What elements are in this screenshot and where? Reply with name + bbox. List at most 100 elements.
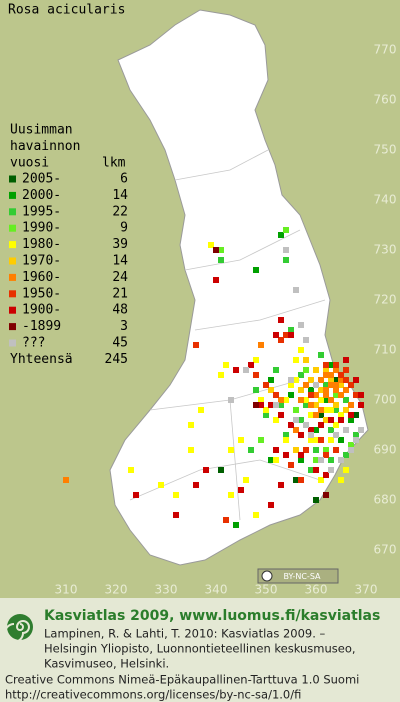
observation-square	[253, 402, 259, 408]
observation-square	[233, 522, 239, 528]
citation: Lampinen, R. & Lahti, T. 2010: Kasviatla…	[44, 627, 326, 641]
observation-square	[243, 367, 249, 373]
observation-square	[338, 372, 344, 378]
observation-square	[328, 427, 334, 433]
observation-square	[318, 477, 324, 483]
cc-icon	[261, 570, 273, 582]
observation-square	[338, 412, 344, 418]
observation-square	[323, 362, 329, 368]
observation-square	[318, 422, 324, 428]
y-tick-label: 770	[374, 43, 397, 57]
observation-square	[338, 392, 344, 398]
legend-swatch	[9, 323, 16, 331]
legend-count: 3	[120, 319, 128, 334]
observation-square	[298, 387, 304, 393]
observation-square	[343, 397, 349, 403]
y-tick-label: 740	[374, 193, 397, 207]
observation-square	[328, 377, 334, 383]
observation-square	[333, 367, 339, 373]
legend-swatch	[9, 241, 16, 249]
observation-square	[348, 417, 354, 423]
observation-square	[313, 437, 319, 443]
observation-square	[253, 267, 259, 273]
observation-square	[328, 467, 334, 473]
y-tick-label: 700	[374, 393, 397, 407]
observation-square	[238, 437, 244, 443]
observation-square	[158, 482, 164, 488]
observation-square	[343, 407, 349, 413]
observation-square	[273, 332, 279, 338]
observation-square	[283, 227, 289, 233]
observation-square	[278, 402, 284, 408]
y-tick-label: 760	[374, 93, 397, 107]
observation-square	[343, 377, 349, 383]
observation-square	[318, 437, 324, 443]
observation-square	[343, 427, 349, 433]
observation-square	[238, 487, 244, 493]
observation-square	[343, 467, 349, 473]
observation-square	[308, 392, 314, 398]
observation-square	[288, 382, 294, 388]
observation-square	[348, 412, 354, 418]
observation-square	[303, 422, 309, 428]
observation-square	[213, 247, 219, 253]
observation-square	[308, 437, 314, 443]
observation-square	[313, 382, 319, 388]
observation-square	[308, 467, 314, 473]
observation-square	[288, 327, 294, 333]
observation-square	[228, 447, 234, 453]
observation-square	[218, 467, 224, 473]
observation-square	[338, 437, 344, 443]
observation-square	[318, 387, 324, 393]
legend-swatch	[9, 306, 16, 314]
observation-square	[258, 437, 264, 443]
x-tick-label: 370	[355, 583, 378, 597]
observation-square	[323, 407, 329, 413]
observation-square	[293, 447, 299, 453]
observation-square	[283, 247, 289, 253]
observation-square	[323, 492, 329, 498]
observation-square	[283, 452, 289, 458]
observation-square	[338, 477, 344, 483]
observation-square	[173, 512, 179, 518]
observation-square	[223, 362, 229, 368]
observation-square	[253, 512, 259, 518]
observation-square	[328, 457, 334, 463]
legend-label: ???	[22, 336, 45, 351]
observation-square	[323, 367, 329, 373]
legend-heading: Uusimman	[10, 123, 73, 138]
observation-square	[313, 427, 319, 433]
observation-square	[288, 392, 294, 398]
observation-square	[173, 492, 179, 498]
observation-square	[298, 347, 304, 353]
observation-square	[263, 412, 269, 418]
footer-background	[0, 598, 400, 702]
total-count: 245	[105, 352, 128, 367]
observation-square	[318, 457, 324, 463]
observation-square	[298, 432, 304, 438]
legend-swatch	[9, 224, 16, 232]
y-tick-label: 670	[374, 543, 397, 557]
legend-label: 2005-	[22, 172, 61, 187]
observation-square	[293, 407, 299, 413]
observation-square	[298, 477, 304, 483]
observation-square	[278, 317, 284, 323]
observation-square	[283, 397, 289, 403]
observation-square	[273, 447, 279, 453]
observation-square	[323, 447, 329, 453]
observation-square	[323, 387, 329, 393]
observation-square	[63, 477, 69, 483]
observation-square	[333, 432, 339, 438]
legend-swatch	[9, 175, 16, 183]
observation-square	[358, 427, 364, 433]
citation: Kasvimuseo, Helsinki.	[44, 657, 169, 671]
observation-square	[343, 452, 349, 458]
observation-square	[273, 392, 279, 398]
species-title: Rosa acicularis	[8, 3, 125, 18]
y-tick-label: 720	[374, 293, 397, 307]
observation-square	[348, 447, 354, 453]
legend-count: 48	[112, 303, 128, 318]
observation-square	[333, 407, 339, 413]
x-tick-label: 320	[105, 583, 128, 597]
